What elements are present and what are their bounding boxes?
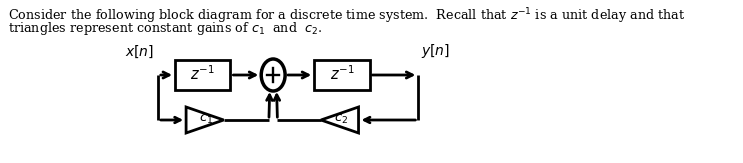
Text: $x[n]$: $x[n]$ bbox=[126, 44, 155, 60]
Bar bbox=[175, 60, 230, 90]
Text: Consider the following block diagram for a discrete time system.  Recall that $z: Consider the following block diagram for… bbox=[7, 6, 685, 26]
Text: triangles represent constant gains of $c_1$  and  $c_2$.: triangles represent constant gains of $c… bbox=[7, 20, 322, 37]
Ellipse shape bbox=[262, 59, 285, 91]
Text: $z^{-1}$: $z^{-1}$ bbox=[330, 65, 354, 83]
Polygon shape bbox=[321, 107, 359, 133]
Bar bbox=[314, 60, 369, 90]
Text: $c_2$: $c_2$ bbox=[334, 113, 348, 126]
Text: $c_1$: $c_1$ bbox=[198, 113, 212, 126]
Text: $y[n]$: $y[n]$ bbox=[421, 42, 450, 60]
Text: $z^{-1}$: $z^{-1}$ bbox=[190, 65, 215, 83]
Polygon shape bbox=[186, 107, 224, 133]
